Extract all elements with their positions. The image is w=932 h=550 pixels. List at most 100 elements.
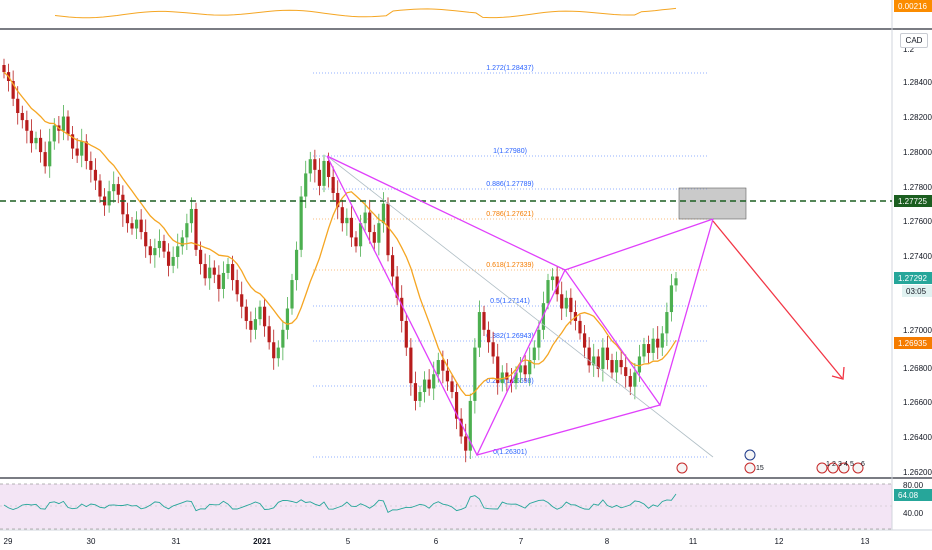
candle-body <box>523 365 527 375</box>
candle-body <box>358 223 363 247</box>
event-count-label: 3 <box>838 461 842 468</box>
candle-body <box>262 306 267 327</box>
candle-body <box>317 169 322 186</box>
fib-level-label: 0.382(1.26943) <box>486 333 533 340</box>
candle-body <box>285 308 290 330</box>
resistance-price-tag <box>894 195 932 207</box>
candle-body <box>29 130 34 144</box>
candle-body <box>546 280 550 304</box>
time-axis[interactable]: 29 30 31 2021 5 6 7 8 11 12 13 <box>4 537 870 546</box>
candle-body <box>656 338 660 348</box>
fib-level-label: 1.272(1.28437) <box>486 65 533 72</box>
us-flag-icon[interactable] <box>838 462 850 474</box>
us-flag-icon[interactable] <box>816 462 828 474</box>
candle-body <box>61 116 66 131</box>
candle-body <box>404 320 408 348</box>
candle-body <box>125 214 130 224</box>
candle-body <box>48 141 52 167</box>
price-axis-label: 1.27600 <box>903 217 932 226</box>
candle-body <box>633 372 637 387</box>
candle-body <box>75 148 79 156</box>
rsi-value-tag <box>894 489 932 501</box>
canada-flag-icon[interactable] <box>744 462 756 474</box>
candle-body <box>25 120 29 131</box>
candle-body <box>500 372 504 384</box>
time-axis-label: 11 <box>689 537 698 546</box>
candle-body <box>176 246 180 257</box>
candle-body <box>505 372 509 380</box>
us-flag-icon[interactable] <box>852 462 864 474</box>
candle-body <box>217 274 221 289</box>
candle-body <box>89 160 93 170</box>
fib-level-label: 0(1.26301) <box>493 449 527 456</box>
candle-body <box>221 272 226 289</box>
candle-body <box>390 255 395 277</box>
candle-body <box>107 191 111 206</box>
us-flag-icon[interactable] <box>676 462 688 474</box>
last-price-text: 1.27292 <box>898 274 927 283</box>
event-count-label: 15 <box>756 465 764 472</box>
candle-body <box>308 159 312 174</box>
candle-body <box>395 276 399 298</box>
candle-body <box>459 418 463 437</box>
candle-body <box>386 203 390 256</box>
currency-button[interactable]: CAD <box>900 33 928 48</box>
candle-body <box>582 333 587 348</box>
candle-body <box>148 246 152 256</box>
candlestick-series <box>2 58 678 463</box>
candle-body <box>253 319 258 330</box>
candle-body <box>669 285 674 313</box>
rsi-upper-label: 80.00 <box>903 481 924 490</box>
candle-body <box>610 360 614 373</box>
event-markers[interactable]: 15 1 2 3 4 5 6 <box>676 449 865 474</box>
canada-flag-icon[interactable] <box>827 462 839 474</box>
candle-body <box>637 356 642 373</box>
harmonic-pattern[interactable] <box>326 155 714 458</box>
candle-body <box>20 112 24 121</box>
currency-label: CAD <box>905 36 923 45</box>
resistance-zone-box[interactable] <box>678 187 747 220</box>
time-axis-label: 5 <box>346 537 351 546</box>
us-flag-icon[interactable] <box>744 449 756 461</box>
time-axis-label: 7 <box>519 537 524 546</box>
candle-body <box>464 436 468 451</box>
projection-arrow[interactable] <box>712 220 845 380</box>
price-axis-label: 1.26600 <box>903 398 932 407</box>
candle-body <box>560 294 564 309</box>
candle-body <box>624 367 628 377</box>
candle-body <box>162 240 166 252</box>
candle-body <box>674 278 678 286</box>
pattern-x-to-target-guide <box>326 155 714 458</box>
candle-body <box>491 342 495 357</box>
moving-average-tag <box>894 337 932 349</box>
candle-body <box>43 152 47 167</box>
candle-body <box>235 280 239 295</box>
candle-body <box>381 203 386 224</box>
candle-body <box>116 184 120 195</box>
candle-body <box>477 312 482 348</box>
candle-body <box>482 312 486 330</box>
fib-level-label: 1(1.27980) <box>493 148 527 155</box>
candle-body <box>605 347 610 361</box>
event-count-label: 2 <box>832 461 836 468</box>
candle-body <box>212 267 216 275</box>
candle-body <box>153 248 157 256</box>
candle-body <box>38 137 43 153</box>
candle-body <box>208 267 212 279</box>
candle-body <box>130 223 134 229</box>
indicator-value-tag <box>894 0 932 12</box>
candle-body <box>203 264 207 279</box>
price-axis[interactable]: 1.28400 1.28200 1.28000 1.27800 1.27600 … <box>903 45 932 477</box>
candle-body <box>422 379 427 393</box>
rsi-value-text: 64.08 <box>898 491 919 500</box>
time-axis-label: 29 <box>4 537 13 546</box>
candle-body <box>144 232 148 247</box>
candle-body <box>267 326 271 343</box>
fib-level-label: 0.5(1.27141) <box>490 298 530 305</box>
candle-body <box>349 217 354 238</box>
candle-body <box>80 141 84 156</box>
candle-body <box>166 251 171 266</box>
candle-body <box>486 329 491 343</box>
